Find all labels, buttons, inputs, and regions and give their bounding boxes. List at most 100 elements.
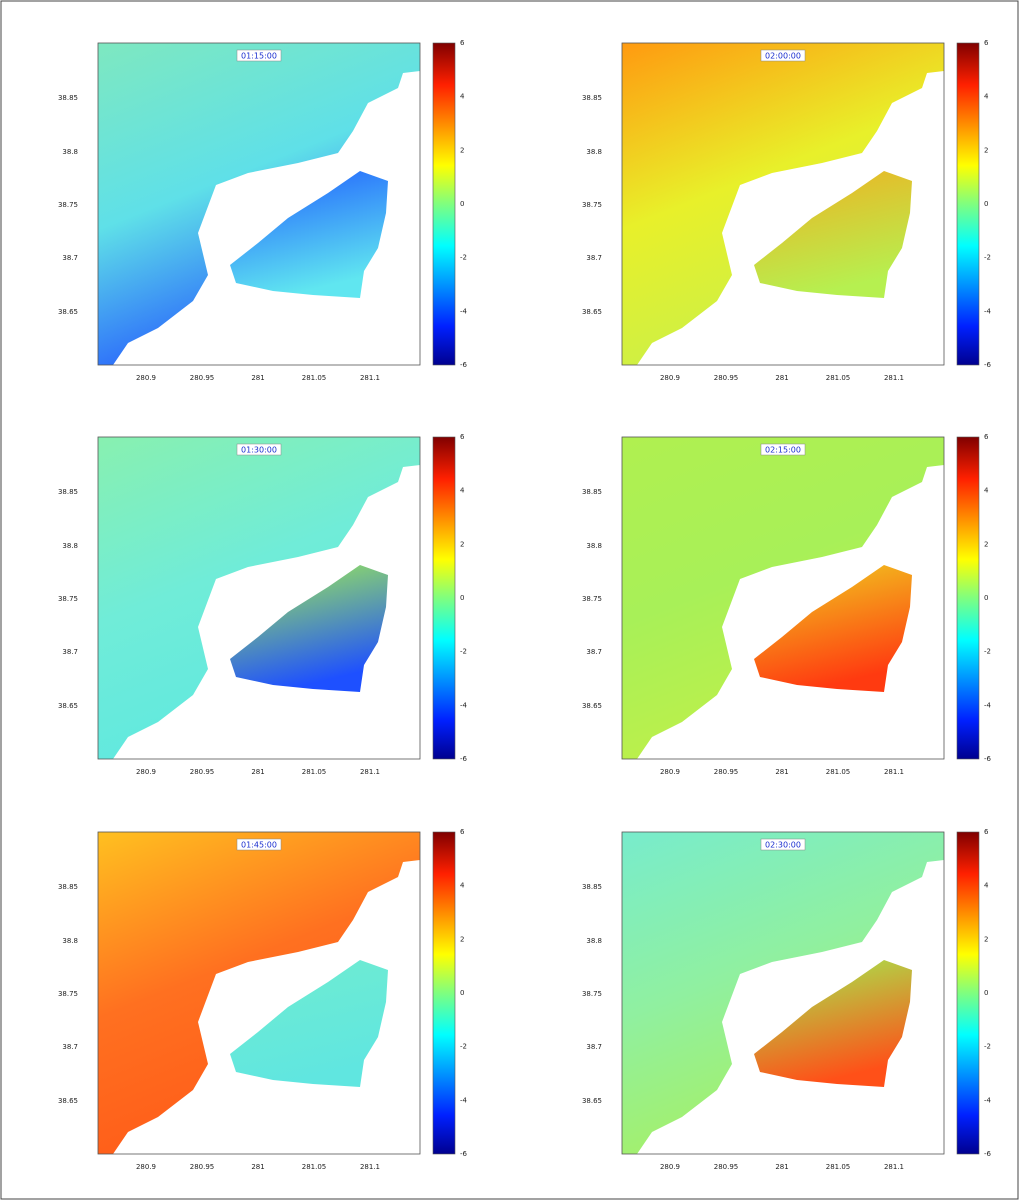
x-tick-label: 281.1 (360, 1163, 380, 1171)
colorbar-tick-label: 0 (460, 200, 464, 208)
bay-field (230, 565, 388, 692)
x-tick-label: 281 (775, 374, 788, 382)
y-tick-label: 38.85 (58, 883, 78, 891)
colorbar (432, 42, 456, 366)
x-tick-label: 280.9 (660, 1163, 680, 1171)
colorbar-tick-label: 0 (984, 200, 988, 208)
plot-border (621, 436, 945, 760)
colorbar-tick-label: -6 (460, 755, 468, 763)
island (274, 957, 294, 987)
colorbar-tick-label: -6 (984, 1150, 992, 1158)
colorbar (956, 42, 980, 366)
y-tick-label: 38.7 (586, 648, 602, 656)
y-tick-label: 38.75 (582, 201, 602, 209)
bay-field (754, 565, 912, 692)
y-tick-label: 38.8 (62, 148, 78, 156)
colorbar-tick-label: 4 (984, 487, 989, 495)
colorbar-tick-label: -2 (984, 1043, 991, 1051)
colorbar-tick-label: -4 (460, 307, 468, 315)
x-tick-label: 280.95 (190, 768, 215, 776)
x-tick-label: 281 (775, 768, 788, 776)
colorbar-tick-label: -4 (984, 307, 992, 315)
island (274, 562, 294, 592)
x-tick-label: 281.05 (302, 374, 327, 382)
y-tick-label: 38.7 (62, 1043, 78, 1051)
x-tick-label: 281.1 (884, 1163, 904, 1171)
panel: 02:30:00 280.9 280.95 281 281.05 281.1 38.85 38… (582, 828, 992, 1171)
colorbar-tick-label: -4 (460, 1096, 468, 1104)
colorbar-tick-label: -4 (460, 701, 468, 709)
y-tick-label: 38.75 (58, 201, 78, 209)
island (798, 957, 818, 987)
y-tick-label: 38.85 (582, 488, 602, 496)
bay-field (754, 171, 912, 298)
colorbar-tick-label: -6 (460, 361, 468, 369)
colorbar-tick-label: 2 (460, 935, 464, 943)
colorbar (432, 831, 456, 1155)
colorbar-tick-label: -4 (984, 1096, 992, 1104)
x-tick-label: 280.9 (136, 374, 156, 382)
colorbar-tick-label: 0 (460, 594, 464, 602)
y-tick-label: 38.75 (58, 595, 78, 603)
y-tick-label: 38.75 (582, 595, 602, 603)
x-tick-label: 281.1 (884, 768, 904, 776)
x-tick-label: 281 (251, 1163, 264, 1171)
bay-field (230, 171, 388, 298)
plot-border (97, 42, 421, 366)
time-box (760, 49, 806, 62)
bay-field (230, 960, 388, 1087)
x-tick-label: 281.05 (826, 1163, 851, 1171)
x-tick-label: 280.9 (660, 768, 680, 776)
time-box (760, 838, 806, 851)
colorbar-tick-label: -6 (984, 755, 992, 763)
colorbar-tick-label: 0 (984, 594, 988, 602)
x-tick-label: 281 (251, 374, 264, 382)
y-tick-label: 38.85 (58, 94, 78, 102)
x-tick-label: 281.05 (302, 1163, 327, 1171)
x-tick-label: 281.1 (360, 374, 380, 382)
colorbar-tick-label: 6 (460, 828, 465, 836)
y-tick-label: 38.7 (62, 648, 78, 656)
panel: 02:15:00 280.9 280.95 281 281.05 281.1 38.85 38… (582, 433, 992, 776)
y-tick-label: 38.8 (62, 542, 78, 550)
plot-border (97, 436, 421, 760)
x-tick-label: 281 (251, 768, 264, 776)
y-tick-label: 38.8 (586, 542, 602, 550)
y-tick-label: 38.65 (58, 308, 78, 316)
colorbar-tick-label: 2 (460, 146, 464, 154)
y-tick-label: 38.8 (586, 148, 602, 156)
y-tick-label: 38.8 (62, 937, 78, 945)
colorbar-tick-label: 2 (984, 146, 988, 154)
panel-time: 01:30:00 (241, 446, 277, 455)
colorbar-tick-label: 4 (984, 882, 989, 890)
y-tick-label: 38.85 (58, 488, 78, 496)
panel: 01:45:00 280.9 280.95 281 281.05 281.1 38.85 38… (58, 828, 468, 1171)
colorbar-tick-label: -2 (984, 254, 991, 262)
x-tick-label: 280.95 (190, 374, 215, 382)
colorbar (956, 831, 980, 1155)
colorbar-tick-label: -2 (460, 1043, 467, 1051)
colorbar-tick-label: 6 (460, 39, 465, 47)
y-tick-label: 38.85 (582, 883, 602, 891)
island (798, 168, 818, 198)
y-tick-label: 38.65 (582, 308, 602, 316)
colorbar-tick-label: 4 (984, 93, 989, 101)
y-tick-label: 38.75 (582, 990, 602, 998)
y-tick-label: 38.65 (582, 1097, 602, 1105)
x-tick-label: 281.05 (826, 374, 851, 382)
colorbar-tick-label: 6 (460, 433, 465, 441)
panel-time: 01:15:00 (241, 52, 277, 61)
colorbar-tick-label: -2 (460, 648, 467, 656)
x-tick-label: 281.1 (360, 768, 380, 776)
y-tick-label: 38.7 (586, 254, 602, 262)
y-tick-label: 38.75 (58, 990, 78, 998)
colorbar-tick-label: -6 (984, 361, 992, 369)
panel: 02:00:00 280.9 280.95 281 281.05 281.1 38.85 38… (582, 39, 992, 382)
colorbar-tick-label: 4 (460, 93, 465, 101)
colorbar-tick-label: 6 (984, 39, 989, 47)
panel-time: 02:30:00 (765, 841, 801, 850)
colorbar-tick-label: 6 (984, 433, 989, 441)
time-box (236, 443, 282, 456)
